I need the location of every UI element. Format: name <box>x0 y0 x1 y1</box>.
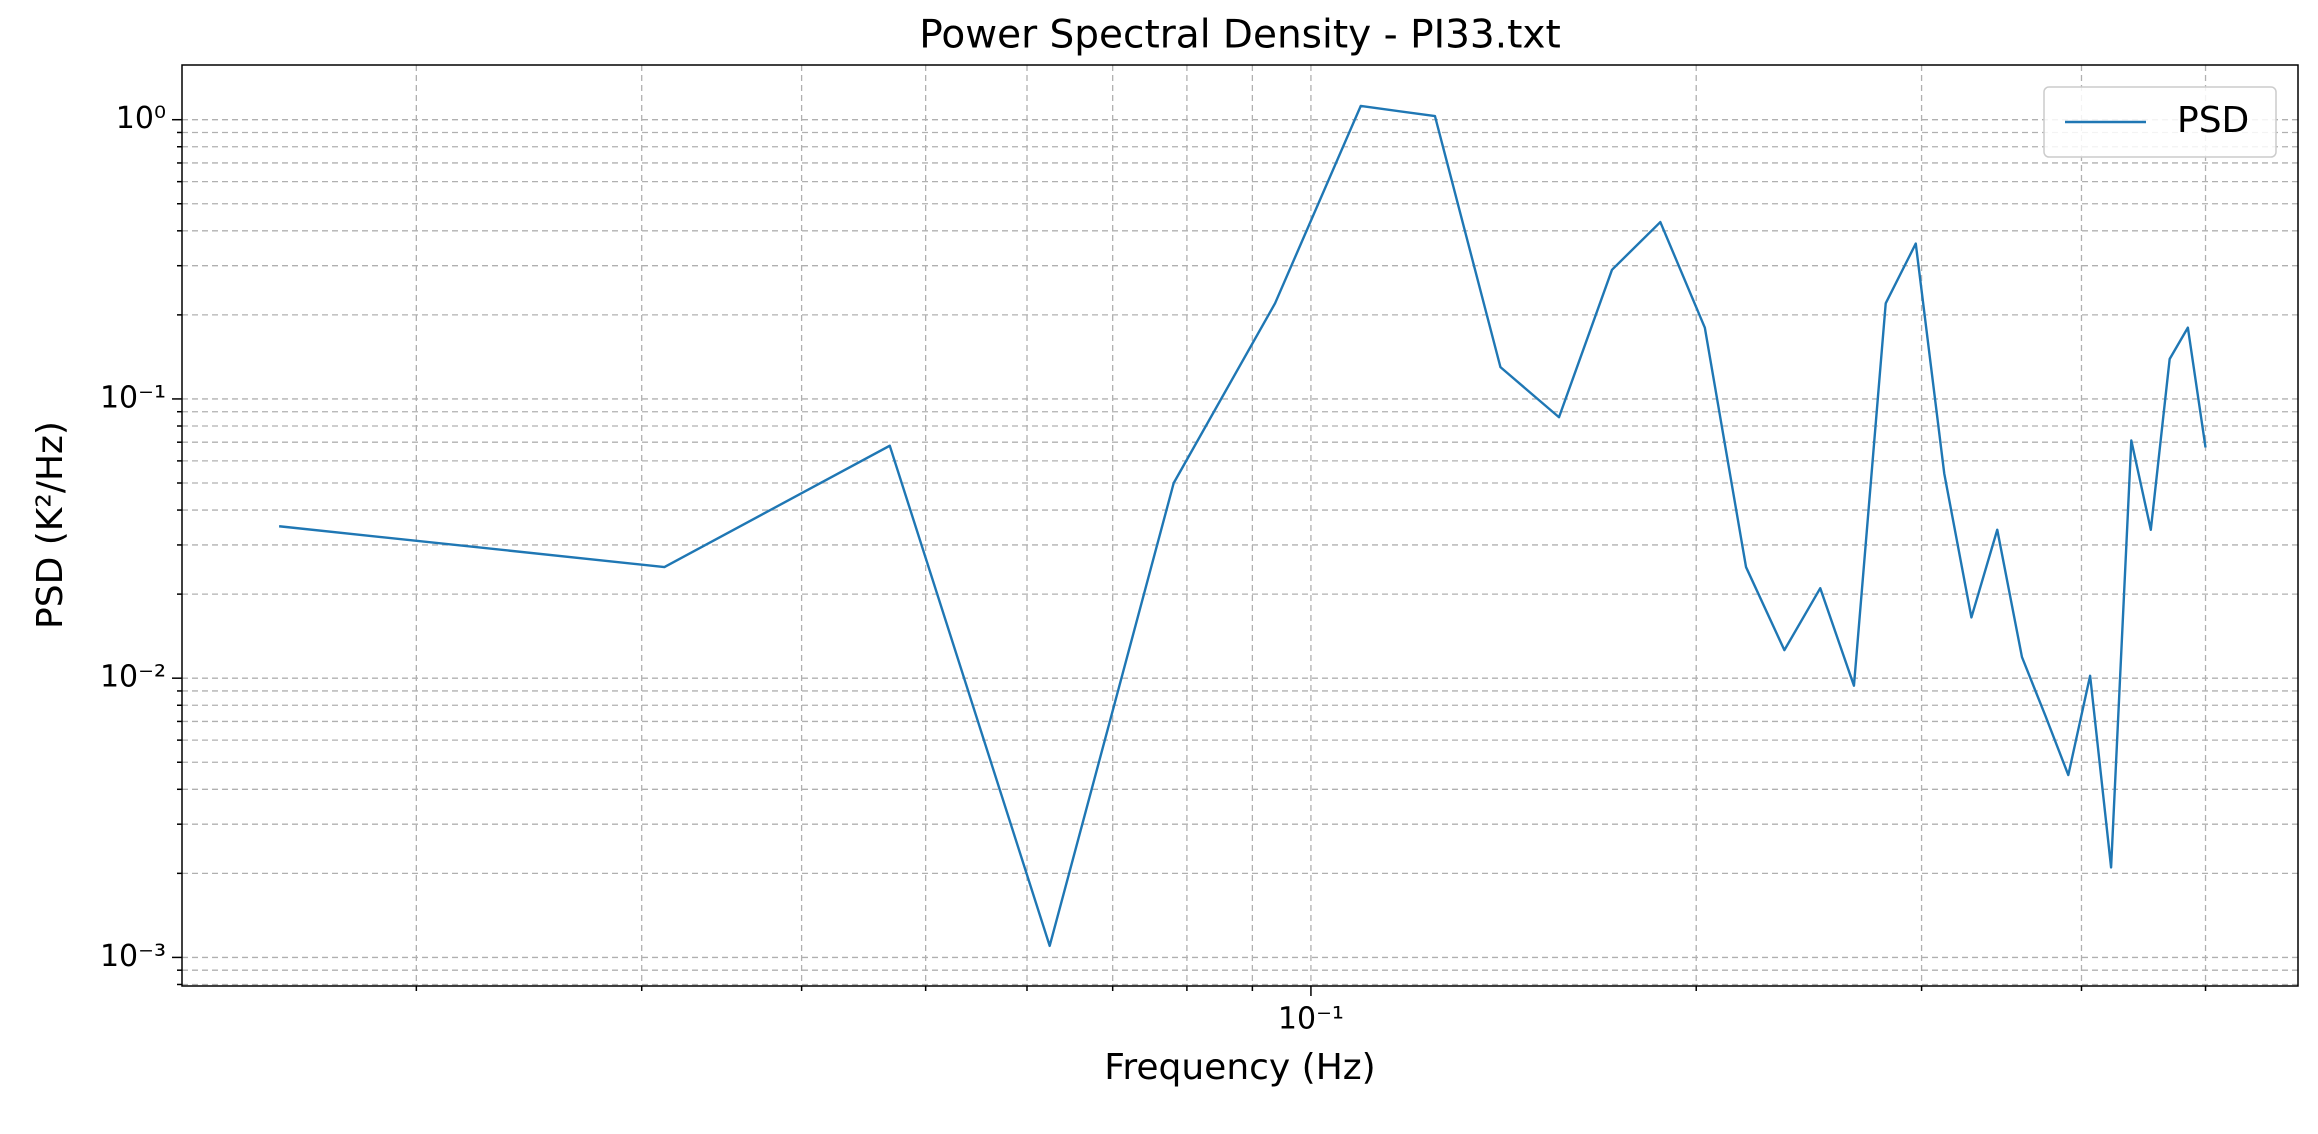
x-tick-label: 10⁻¹ <box>1278 1002 1344 1037</box>
legend-box <box>2043 86 2277 158</box>
data-line <box>278 104 2207 948</box>
x-axis-label: Frequency (Hz) <box>1104 1047 1375 1088</box>
legend-label: PSD <box>2177 100 2249 141</box>
y-axis-label: PSD (K²/Hz) <box>30 421 71 629</box>
y-tick-label: 10⁻³ <box>100 939 166 974</box>
chart-title: Power Spectral Density - PI33.txt <box>919 13 1561 58</box>
y-tick-label: 10⁻¹ <box>100 380 166 415</box>
y-tick-label: 10⁰ <box>116 101 166 136</box>
plot-frame <box>181 64 2299 987</box>
y-tick-label: 10⁻² <box>100 660 166 695</box>
